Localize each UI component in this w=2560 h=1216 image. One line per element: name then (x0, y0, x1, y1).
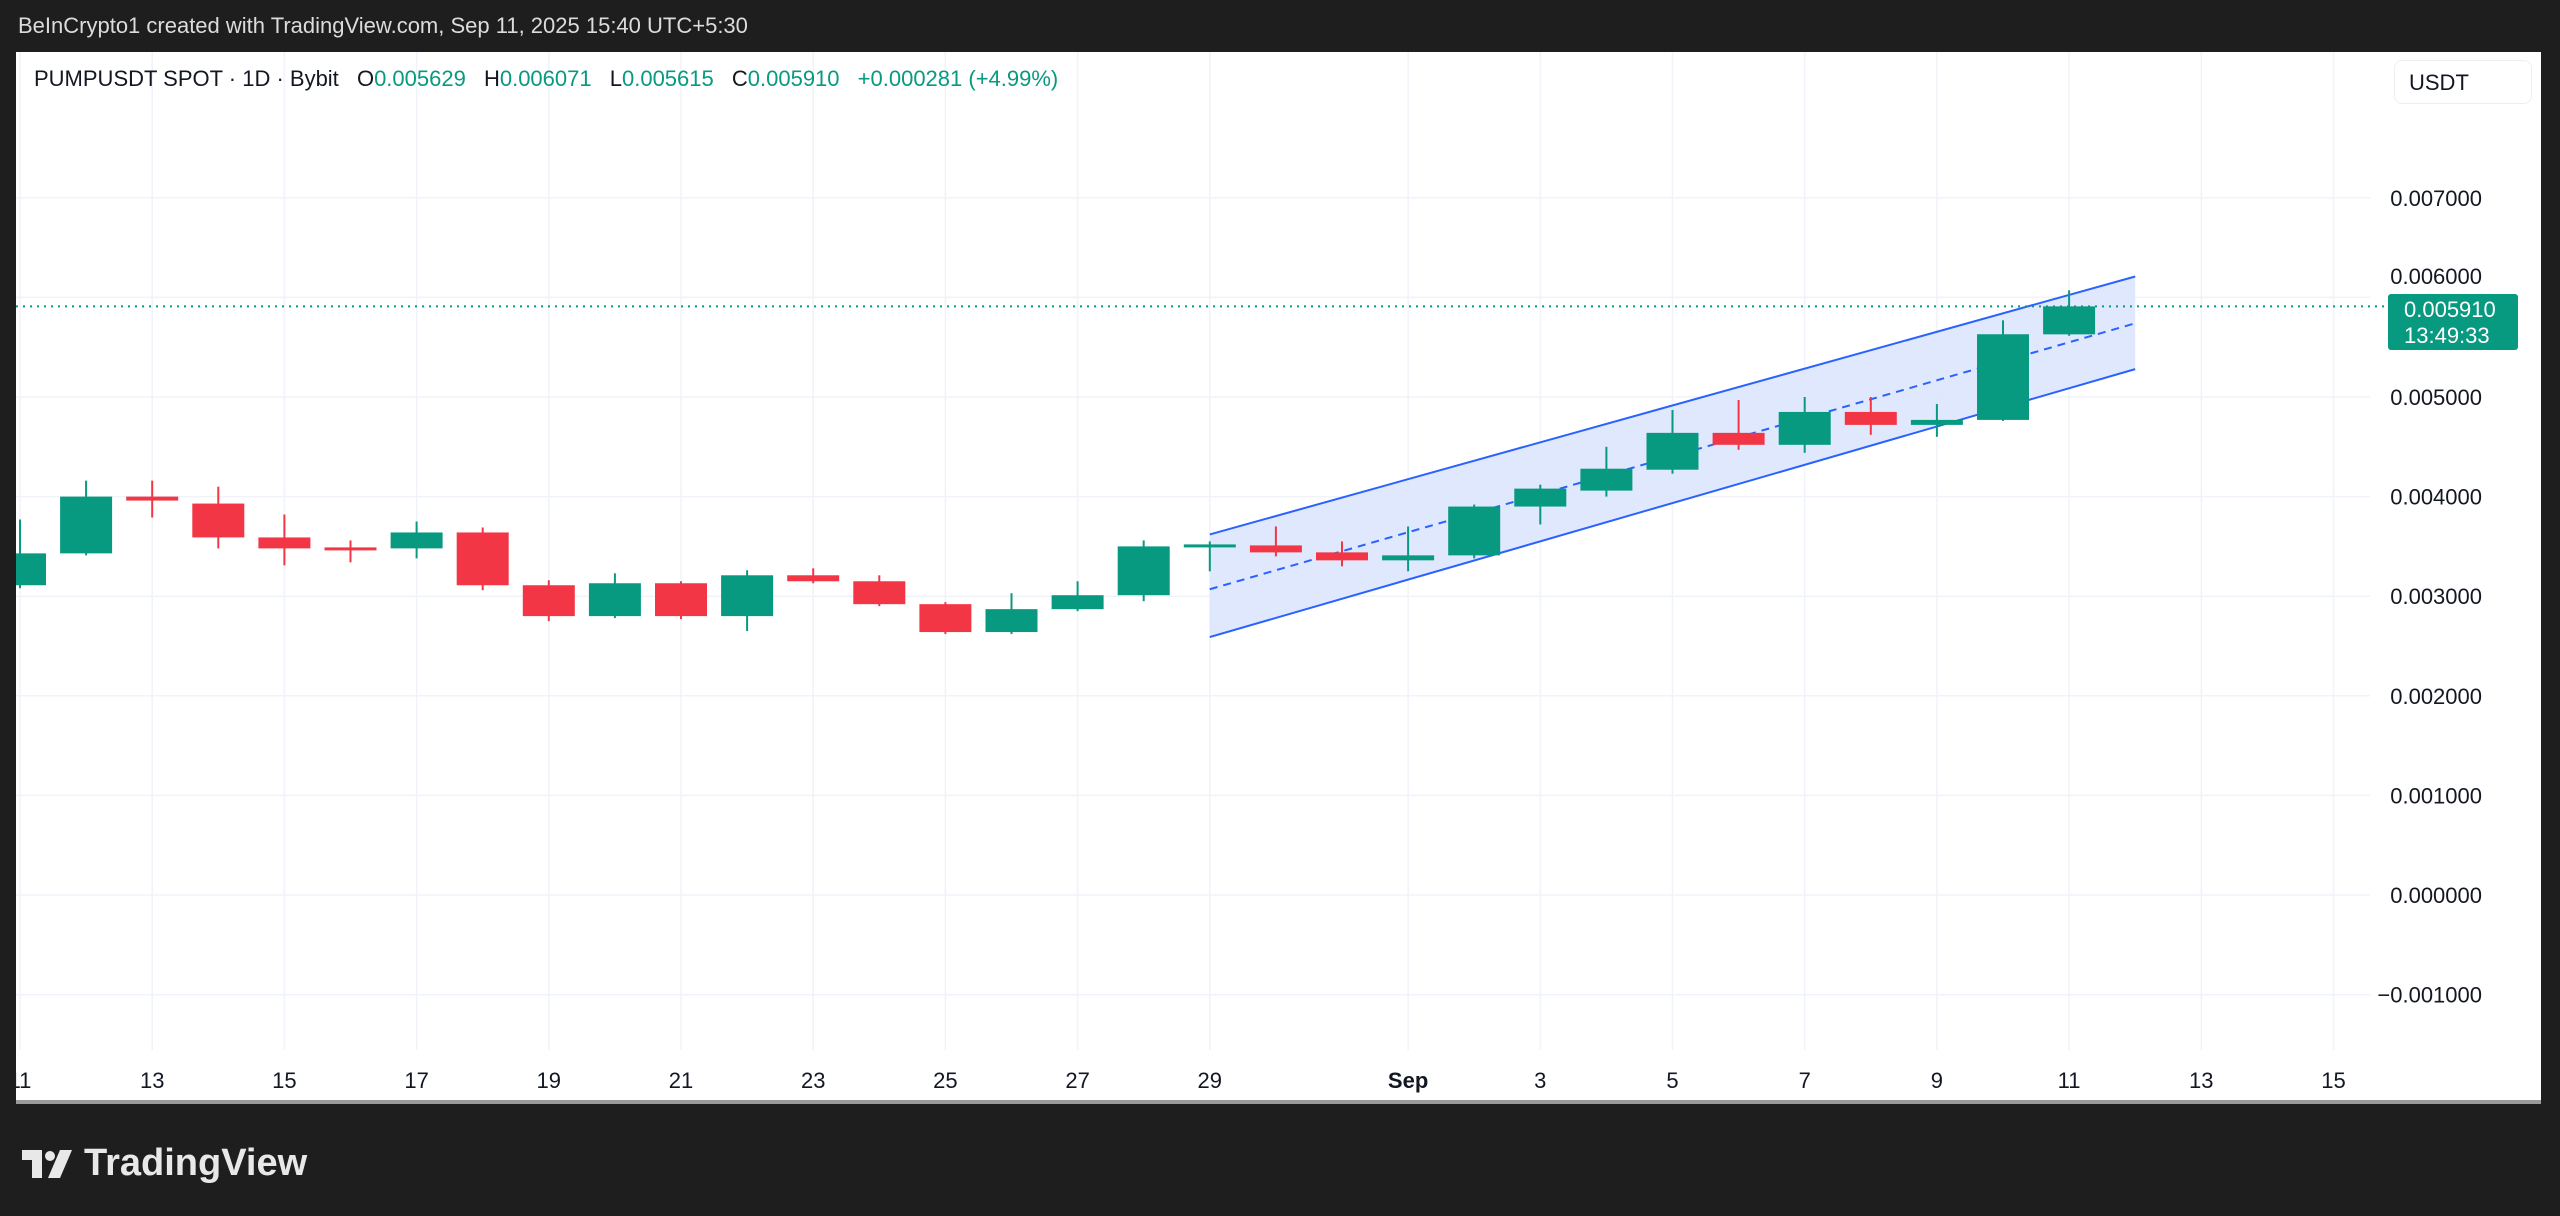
candle-up (60, 496, 113, 554)
bar-countdown: 13:49:33 (2404, 323, 2490, 348)
x-tick-label: 21 (669, 1068, 693, 1093)
open-label: O (356, 66, 375, 91)
y-tick-label: 0.005000 (2390, 385, 2482, 410)
candle-up (1183, 544, 1236, 548)
candle-up (1051, 595, 1104, 610)
x-tick-label: 9 (1931, 1068, 1943, 1093)
caption-bar: BeInCrypto1 created with TradingView.com… (0, 0, 2560, 52)
candle-up (1382, 555, 1435, 561)
candle-up (1514, 488, 1567, 507)
candle-up (588, 583, 641, 617)
open-value: 0.005629 (374, 66, 466, 91)
low-value: 0.005615 (621, 66, 714, 91)
x-tick-label: 25 (933, 1068, 957, 1093)
y-tick-label: 0.000000 (2390, 883, 2482, 908)
y-tick-label: 0.004000 (2390, 485, 2482, 510)
candle-down (1249, 545, 1302, 553)
x-tick-label: Sep (1388, 1068, 1428, 1093)
candle-down (522, 585, 575, 617)
candle-down (192, 503, 245, 538)
candle-down (324, 547, 377, 551)
x-tick-label: 11 (2058, 1068, 2081, 1093)
ohlc-legend: PUMPUSDT SPOT · 1D · Bybit O0.005629 H0.… (34, 66, 1058, 92)
symbol-label[interactable]: PUMPUSDT SPOT · 1D · Bybit (34, 66, 339, 91)
candle-up (2043, 306, 2096, 335)
x-tick-label: 15 (2321, 1068, 2345, 1093)
candle-up (1580, 468, 1633, 491)
high-label: H (483, 66, 500, 91)
logo-text: TradingView (84, 1142, 308, 1184)
x-tick-label: 17 (404, 1068, 428, 1093)
x-tick-label: 5 (1666, 1068, 1678, 1093)
candle-up (985, 609, 1038, 633)
x-tick-label: 19 (537, 1068, 561, 1093)
x-tick-label: 15 (272, 1068, 296, 1093)
y-tick-label: 0.002000 (2390, 684, 2482, 709)
currency-button[interactable]: USDT (2394, 60, 2532, 104)
candle-up (390, 532, 443, 549)
y-tick-label: −0.001000 (2377, 983, 2482, 1008)
candle-up (1646, 432, 1699, 470)
x-tick-label: 29 (1198, 1068, 1222, 1093)
candle-down (456, 532, 509, 586)
candle-down (919, 604, 972, 633)
x-tick-label: 7 (1799, 1068, 1811, 1093)
candle-down (1844, 411, 1897, 425)
channel-upper-line (1209, 275, 2136, 536)
candle-down (1316, 552, 1368, 561)
candle-up (1448, 506, 1501, 556)
candle-down (853, 581, 906, 605)
y-tick-label: 0.007000 (2390, 186, 2482, 211)
high-value: 0.006071 (499, 66, 592, 91)
candle-up (1117, 546, 1170, 596)
candle-down (655, 583, 707, 617)
y-tick-label: 0.001000 (2390, 783, 2482, 808)
candle-up (1910, 419, 1963, 425)
candle-up (721, 575, 774, 617)
last-price: 0.005910 (2404, 297, 2496, 322)
low-label: L (609, 66, 622, 91)
x-tick-label: 27 (1065, 1068, 1089, 1093)
y-tick-label: 0.006000 (2390, 264, 2482, 289)
candle-up (16, 553, 46, 586)
x-tick-label: 23 (801, 1068, 825, 1093)
x-tick-label: 3 (1534, 1068, 1546, 1093)
candle-down (126, 496, 179, 501)
close-label: C (731, 66, 748, 91)
candle-down (787, 575, 840, 582)
candle-down (258, 537, 311, 549)
last-price-label: 0.005910 13:49:33 (2388, 294, 2518, 350)
x-tick-label: 13 (140, 1068, 164, 1093)
candle-down (1712, 432, 1765, 445)
tradingview-logo-icon (22, 1149, 72, 1178)
tradingview-logo[interactable]: TradingView (22, 1142, 307, 1185)
candle-up (1778, 411, 1831, 445)
change-value: +0.000281 (+4.99%) (857, 66, 1059, 91)
plot-area: 0.007000 0.006000 0.005000 0.004000 0.003000… (9, 52, 2482, 1093)
x-tick-label: 11 (9, 1068, 32, 1093)
caption: BeInCrypto1 created with TradingView.com… (18, 13, 748, 38)
x-tick-label: 13 (2189, 1068, 2213, 1093)
y-tick-label: 0.003000 (2390, 584, 2482, 609)
close-value: 0.005910 (747, 66, 840, 91)
candle-up (1977, 334, 2029, 420)
